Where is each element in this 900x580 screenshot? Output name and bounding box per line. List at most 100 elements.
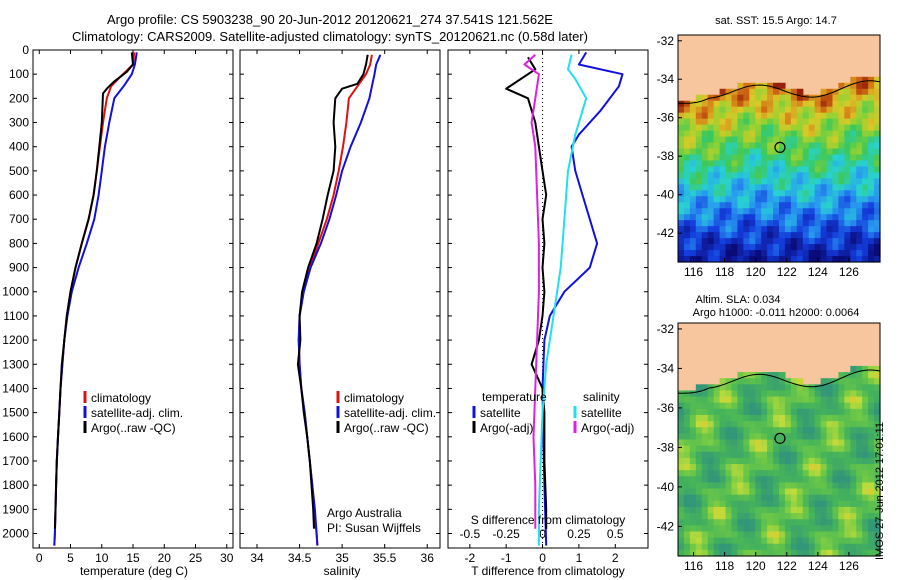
map-cell [695,112,703,120]
map-cell [779,384,786,392]
map-cell [719,112,727,120]
map-cell [725,202,733,209]
top-x-tick-label: 0.25 [567,527,591,541]
map-cell [779,184,786,191]
map-cell [743,148,750,156]
map-cell [743,154,750,162]
map-cell [749,94,756,102]
map-cell [678,390,685,398]
map-cell [820,390,828,398]
map-cell [767,549,774,557]
map-cell [719,142,727,150]
map-cell [826,130,834,138]
map-cell [707,202,715,209]
map-cell [731,537,739,545]
map-cell [683,439,691,447]
map-cell [761,184,768,191]
map-cell [731,482,739,490]
map-cell [874,94,881,102]
map-cell [755,250,762,257]
map-cell [743,402,750,410]
map-cell [737,543,744,551]
map-cell [761,488,768,496]
map-cell [814,238,822,245]
map-cell [695,214,703,221]
map-cell [820,184,828,191]
map-cell [707,136,715,144]
map-cell [856,494,863,502]
annotation-pi: PI: Susan Wijffels [327,521,421,535]
y-tick-label: 1300 [2,357,29,371]
map-cell [749,433,756,441]
map-cell [731,160,739,168]
map-cell [737,142,744,150]
map-cell [844,166,851,173]
map-cell [689,433,697,441]
map-cell [755,154,762,162]
map-cell [689,390,697,398]
map-cell [814,451,822,459]
map-cell [707,226,715,233]
map-cell [790,256,798,263]
map-cell [773,154,780,162]
map-cell [779,506,786,514]
map-cell [862,470,869,477]
temperature-panel: 0 5 10 15 20 25 300100200300400500600700800900… [2,43,233,565]
map-cell [725,238,733,245]
map-cell [856,433,863,441]
map-cell [683,226,691,233]
map-cell [850,427,857,434]
map-cell [749,457,756,465]
map-cell [731,184,739,191]
map-cell [779,244,786,251]
map-cell [820,118,828,126]
x-tick-label: 35.5 [373,551,397,565]
map-cell [678,402,685,410]
map-cell [755,470,762,477]
map-cell [683,427,691,434]
map-cell [832,500,840,508]
map-cell [844,464,851,471]
map-cell [820,112,828,120]
map-cell [856,118,863,126]
map-cell [761,256,768,263]
y-tick-label: -34 [657,72,675,86]
map-cell [707,244,715,251]
map-cell [814,506,822,514]
map-cell [731,196,739,203]
map-cell [862,208,869,215]
map-cell [779,433,786,441]
map-cell [707,402,715,410]
map-cell [695,525,703,533]
map-cell [856,82,863,90]
map-cell [856,208,863,215]
map-cell [719,214,727,221]
map-cell [808,94,816,102]
map-cell [802,464,810,471]
map-cell [749,384,756,392]
map-cell [832,190,840,197]
map-cell [755,457,762,465]
map-cell [761,531,768,539]
map-cell [820,88,828,96]
map-cell [856,250,863,257]
map-cell [737,390,744,398]
map-cell [868,390,875,398]
y-tick-label: 800 [9,236,29,250]
map-cell [779,178,786,185]
map-cell [731,244,739,251]
map-cell [790,445,798,453]
map-cell [755,136,762,144]
map-cell [868,537,875,545]
map-cell [802,226,810,233]
map-cell [689,208,697,215]
map-cell [862,256,869,263]
map-cell [749,166,756,173]
y-tick-label: 900 [9,261,29,275]
y-tick-label: 2000 [2,526,29,540]
map-cell [802,396,810,404]
map-cell [868,124,875,132]
map-cell [731,451,739,459]
map-cell [683,136,691,144]
map-cell [773,506,780,514]
